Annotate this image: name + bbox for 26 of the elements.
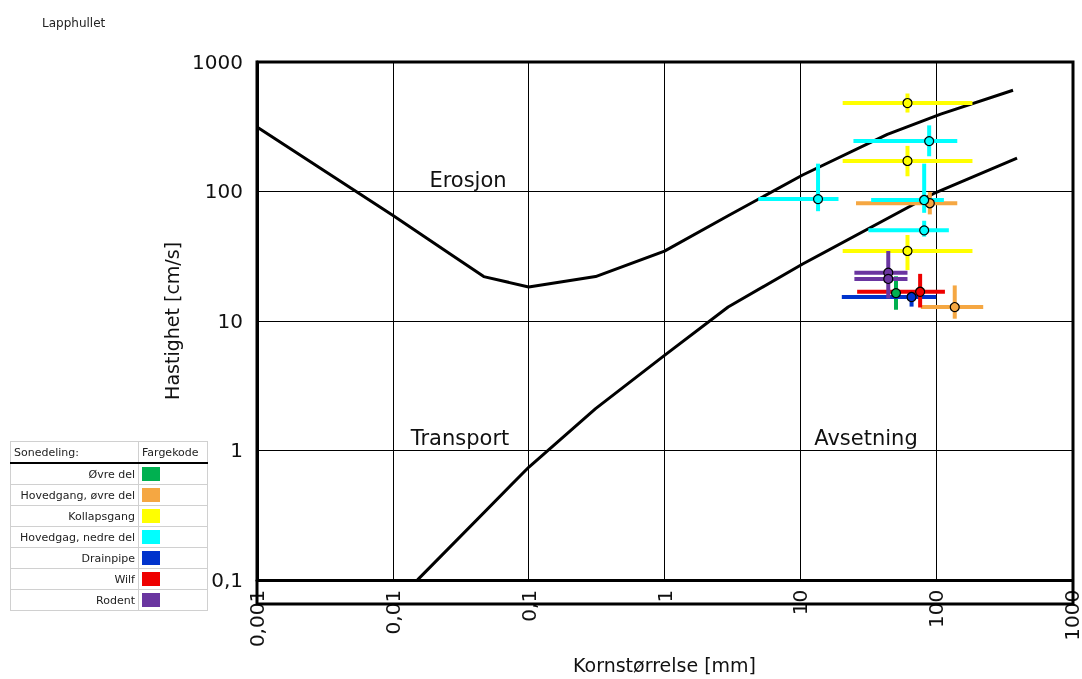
y-tick-label: 100: [204, 179, 243, 204]
legend-label: Drainpipe: [10, 547, 139, 569]
y-axis-title: Hastighet [cm/s]: [160, 241, 183, 400]
y-tick-label: 1000: [192, 50, 243, 74]
legend-label: Øvre del: [10, 463, 139, 485]
legend-title: Sonedeling:: [10, 441, 139, 463]
y-tick-label: 0,1: [211, 567, 243, 592]
legend-label: Kollapsgang: [10, 505, 139, 527]
x-tick-label: 10: [788, 589, 813, 616]
text: Lapphullet: [42, 16, 106, 30]
legend-label: Rodent: [10, 589, 139, 611]
annotation: Avsetning: [814, 425, 918, 450]
legend-label: Hovedgag, nedre del: [10, 526, 139, 548]
x-tick-label: 1: [652, 589, 677, 603]
text: Fargekode: [138, 441, 208, 463]
annotation: Transport: [409, 425, 510, 450]
x-tick-label: 0,001: [245, 589, 269, 648]
legend-label: Hovedgang, øvre del: [10, 484, 139, 506]
x-tick-label: 0,1: [516, 589, 541, 622]
legend-label: Wilf: [10, 568, 139, 590]
x-tick-label: 0,01: [380, 589, 405, 635]
annotation: Erosjon: [429, 168, 507, 192]
y-tick-label: 10: [217, 308, 243, 333]
x-tick-label: 100: [924, 589, 949, 629]
y-tick-label: 1: [230, 438, 243, 463]
x-axis-title: Kornstørrelse [mm]: [573, 653, 756, 676]
